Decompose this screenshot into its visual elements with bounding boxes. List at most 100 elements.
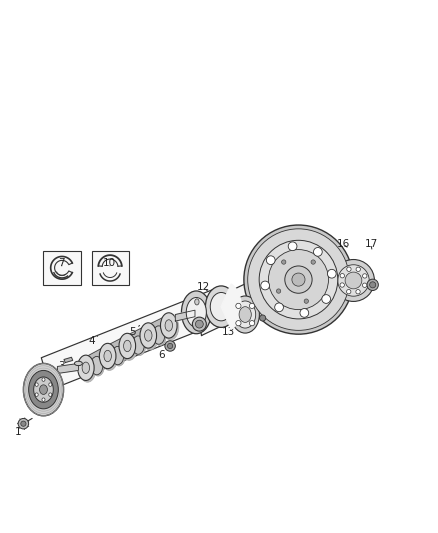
Ellipse shape [34,377,53,402]
Text: 15: 15 [276,235,289,245]
Ellipse shape [74,361,82,366]
Text: 11: 11 [180,312,193,322]
Ellipse shape [91,357,103,375]
Text: 17: 17 [364,239,378,249]
Circle shape [356,267,360,271]
Circle shape [285,266,312,293]
Circle shape [367,279,378,290]
Text: 2: 2 [36,394,43,407]
Circle shape [261,281,269,290]
Ellipse shape [79,357,96,382]
Circle shape [304,299,308,303]
Ellipse shape [165,320,173,331]
Circle shape [356,289,360,294]
Circle shape [282,260,286,264]
Ellipse shape [99,343,116,369]
Text: 6: 6 [158,348,167,360]
Circle shape [268,249,328,310]
Ellipse shape [49,393,52,397]
Text: 7: 7 [59,258,65,268]
Circle shape [249,303,254,309]
Ellipse shape [152,326,165,344]
Circle shape [21,421,26,426]
Circle shape [276,289,281,293]
Circle shape [314,247,322,256]
Ellipse shape [42,398,45,401]
Ellipse shape [82,362,89,374]
Circle shape [292,273,305,286]
Ellipse shape [28,370,58,409]
Polygon shape [41,289,223,390]
Polygon shape [175,310,195,321]
Ellipse shape [112,346,124,365]
Polygon shape [105,336,130,366]
Circle shape [259,240,338,319]
Circle shape [275,303,283,312]
Ellipse shape [181,291,211,334]
Polygon shape [84,346,110,377]
Bar [43,251,81,285]
Ellipse shape [42,378,45,381]
Circle shape [340,283,344,287]
Ellipse shape [113,348,125,366]
Ellipse shape [101,345,118,370]
Circle shape [346,289,351,294]
Text: 10: 10 [103,258,117,268]
Polygon shape [146,316,171,345]
Circle shape [244,225,353,334]
Ellipse shape [140,323,156,348]
Ellipse shape [160,313,177,338]
Circle shape [363,274,367,278]
Ellipse shape [231,296,259,333]
Text: 4: 4 [88,336,98,346]
Text: 13: 13 [222,327,235,337]
Circle shape [311,260,315,264]
Circle shape [328,269,336,278]
Ellipse shape [210,293,232,321]
Polygon shape [125,326,151,356]
Circle shape [236,303,241,309]
Circle shape [332,260,374,302]
Ellipse shape [121,335,138,360]
Ellipse shape [154,327,166,345]
Bar [92,251,129,285]
Circle shape [347,267,351,271]
Text: 14: 14 [240,306,253,316]
Circle shape [195,320,203,328]
Ellipse shape [142,325,158,350]
Circle shape [18,418,28,429]
Circle shape [249,320,254,326]
Circle shape [248,229,349,330]
Ellipse shape [35,383,38,386]
Ellipse shape [92,358,104,376]
Ellipse shape [186,297,206,327]
Ellipse shape [145,330,152,341]
Ellipse shape [78,355,94,381]
Text: 3: 3 [59,361,68,371]
Ellipse shape [23,364,64,416]
Ellipse shape [124,340,131,352]
Text: 1: 1 [15,424,28,437]
Polygon shape [64,357,73,362]
Text: 16: 16 [337,239,350,249]
Polygon shape [57,364,78,374]
Circle shape [167,343,173,349]
Ellipse shape [39,385,47,394]
Ellipse shape [205,286,237,327]
Polygon shape [221,284,241,329]
Circle shape [322,295,331,303]
Polygon shape [196,273,274,335]
Circle shape [363,283,367,287]
Text: 12: 12 [197,282,210,293]
Circle shape [192,317,206,331]
Circle shape [266,256,275,264]
Circle shape [288,242,297,251]
Ellipse shape [195,299,199,305]
Circle shape [345,272,362,289]
Circle shape [260,315,266,321]
Circle shape [370,282,376,288]
Circle shape [165,341,175,351]
Circle shape [338,265,369,296]
Circle shape [300,309,309,317]
Ellipse shape [194,320,198,326]
